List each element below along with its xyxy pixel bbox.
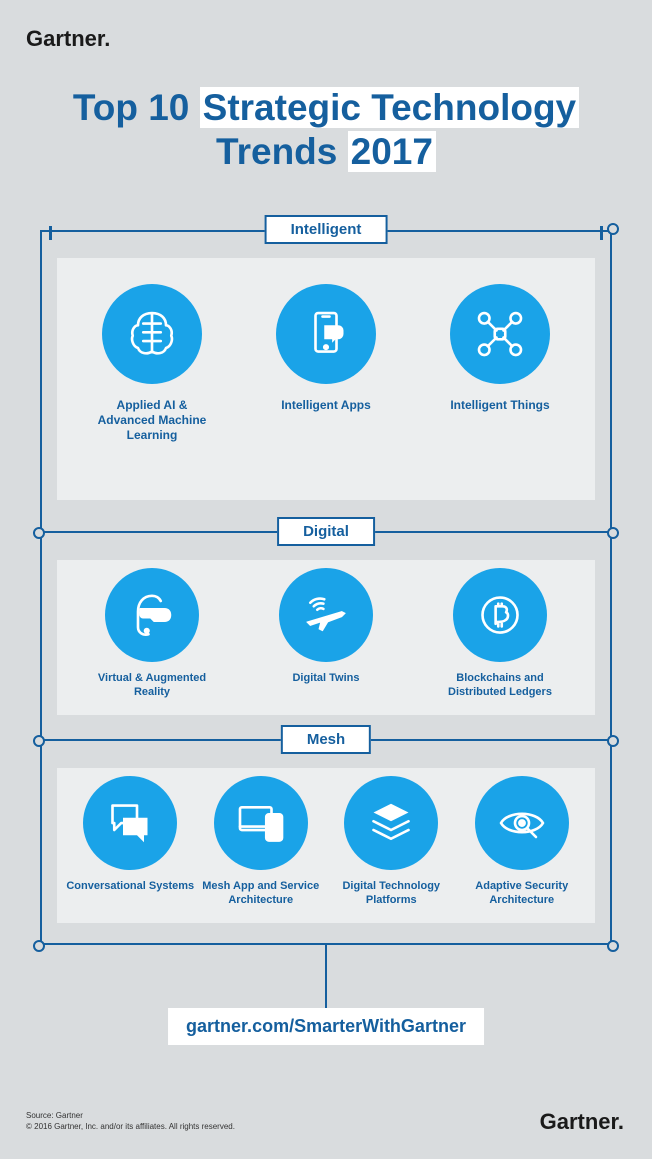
- trend-label: Conversational Systems: [66, 880, 194, 894]
- section-label-digital: Digital: [277, 517, 375, 546]
- node-dot: [607, 940, 619, 952]
- chat-icon: [83, 776, 177, 870]
- panel-intelligent: Applied AI & Advanced Machine Learning I…: [57, 258, 595, 500]
- section-label-mesh: Mesh: [281, 725, 371, 754]
- node-dot: [607, 223, 619, 235]
- trend-item: Intelligent Apps: [239, 284, 413, 413]
- trend-label: Mesh App and Service Architecture: [196, 880, 326, 908]
- trend-item: Digital Twins: [239, 568, 413, 686]
- trend-item: Intelligent Things: [413, 284, 587, 413]
- section-label-intelligent: Intelligent: [265, 215, 388, 244]
- bitcoin-icon: [453, 568, 547, 662]
- gartner-logo-bottom: Gartner.: [540, 1109, 624, 1135]
- trend-label: Intelligent Apps: [281, 398, 371, 413]
- node-dot: [607, 527, 619, 539]
- eye-icon: [475, 776, 569, 870]
- panel-digital: Virtual & Augmented Reality Digital Twin…: [57, 560, 595, 715]
- source-line-2: © 2016 Gartner, Inc. and/or its affiliat…: [26, 1122, 235, 1133]
- trend-label: Applied AI & Advanced Machine Learning: [87, 398, 217, 443]
- node-dot: [33, 735, 45, 747]
- trend-label: Virtual & Augmented Reality: [87, 672, 217, 700]
- trend-item: Applied AI & Advanced Machine Learning: [65, 284, 239, 443]
- url-callout: gartner.com/SmarterWithGartner: [168, 1008, 484, 1045]
- panel-mesh: Conversational Systems Mesh App and Serv…: [57, 768, 595, 923]
- source-line-1: Source: Gartner: [26, 1111, 235, 1122]
- title-highlight-2: 2017: [348, 131, 436, 172]
- trend-item: Mesh App and Service Architecture: [196, 776, 327, 908]
- brain-icon: [102, 284, 202, 384]
- trend-item: Virtual & Augmented Reality: [65, 568, 239, 700]
- node-dot: [33, 940, 45, 952]
- trend-item: Conversational Systems: [65, 776, 196, 894]
- trend-label: Digital Technology Platforms: [326, 880, 456, 908]
- title-highlight-1: Strategic Technology: [200, 87, 580, 128]
- apps-icon: [276, 284, 376, 384]
- node-dot: [33, 527, 45, 539]
- title-prefix-2: Trends: [216, 131, 337, 172]
- source-attribution: Source: Gartner © 2016 Gartner, Inc. and…: [26, 1111, 235, 1133]
- gartner-logo-top: Gartner.: [26, 26, 110, 52]
- trend-item: Adaptive Security Architecture: [457, 776, 588, 908]
- trend-label: Digital Twins: [292, 672, 359, 686]
- vr-icon: [105, 568, 199, 662]
- drone-icon: [450, 284, 550, 384]
- node-dot: [607, 735, 619, 747]
- title-prefix-1: Top 10: [73, 87, 190, 128]
- diagram-container: Intelligent Digital Mesh Applied AI & Ad…: [32, 230, 620, 1030]
- trend-item: Blockchains and Distributed Ledgers: [413, 568, 587, 700]
- plane-icon: [279, 568, 373, 662]
- trend-label: Blockchains and Distributed Ledgers: [435, 672, 565, 700]
- trend-label: Intelligent Things: [450, 398, 549, 413]
- devices-icon: [214, 776, 308, 870]
- trend-label: Adaptive Security Architecture: [457, 880, 587, 908]
- layers-icon: [344, 776, 438, 870]
- page-title: Top 10 Strategic Technology Trends 2017: [0, 86, 652, 173]
- trend-item: Digital Technology Platforms: [326, 776, 457, 908]
